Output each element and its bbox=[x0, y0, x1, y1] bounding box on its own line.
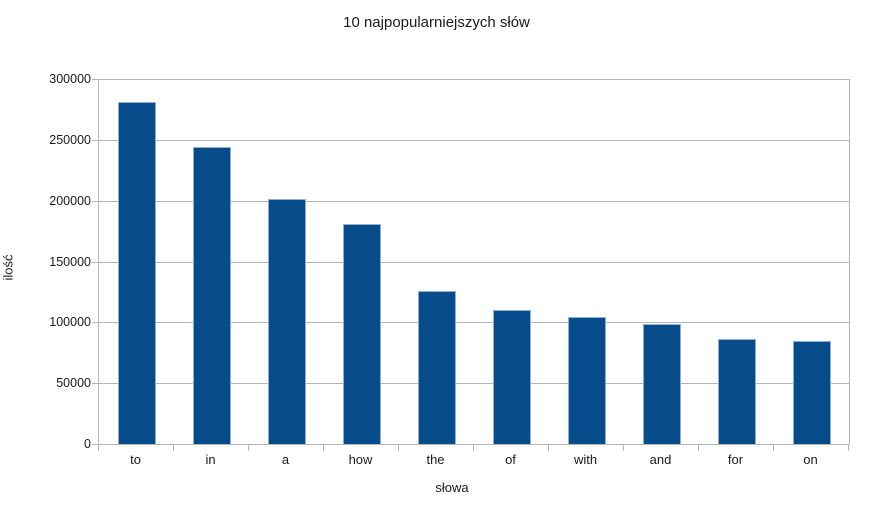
plot-area bbox=[98, 79, 850, 445]
bar-on bbox=[792, 341, 831, 444]
bar-the bbox=[417, 291, 456, 444]
gridline bbox=[99, 200, 849, 202]
bar-with bbox=[567, 316, 606, 444]
x-tick-label: of bbox=[505, 452, 516, 467]
bar-for bbox=[717, 339, 756, 444]
y-tick-mark bbox=[92, 383, 98, 385]
y-tick-label: 0 bbox=[84, 437, 91, 451]
bar-to bbox=[117, 102, 156, 444]
x-tick-mark bbox=[398, 445, 399, 451]
x-tick-label: in bbox=[205, 452, 216, 467]
gridline bbox=[99, 383, 849, 385]
y-tick-mark bbox=[92, 444, 98, 445]
y-tick-label: 300000 bbox=[49, 72, 91, 86]
y-tick-label: 150000 bbox=[49, 254, 91, 269]
bar-and bbox=[642, 323, 681, 444]
x-tick-mark bbox=[698, 445, 699, 451]
x-axis-title: słowa bbox=[435, 480, 469, 495]
gridline bbox=[99, 79, 849, 80]
y-tick-mark bbox=[92, 322, 98, 324]
x-tick-label: a bbox=[281, 452, 290, 467]
gridline bbox=[99, 261, 849, 263]
bar-a bbox=[267, 199, 306, 444]
bar-in bbox=[192, 147, 231, 444]
x-tick-mark bbox=[473, 445, 474, 451]
bar-of bbox=[492, 310, 531, 444]
x-tick-label: for bbox=[727, 452, 744, 467]
y-tick-label: 50000 bbox=[56, 376, 91, 391]
y-tick-mark bbox=[92, 139, 98, 141]
y-tick-mark bbox=[92, 200, 98, 202]
x-tick-mark bbox=[773, 445, 774, 451]
chart-title: 10 najpopularniejszych słów bbox=[343, 14, 530, 31]
x-tick-mark bbox=[623, 445, 624, 451]
x-tick-mark bbox=[548, 445, 549, 451]
x-tick-label: with bbox=[573, 452, 598, 467]
x-tick-mark bbox=[173, 445, 174, 451]
y-tick-mark bbox=[92, 261, 98, 263]
x-tick-mark bbox=[848, 445, 849, 451]
y-tick-label: 200000 bbox=[49, 193, 91, 208]
x-tick-label: to bbox=[130, 452, 141, 467]
y-tick-mark bbox=[92, 79, 98, 80]
x-tick-mark bbox=[248, 445, 249, 451]
y-axis-tick-labels: 300000 250000 200000 150000 100000 50000 0 bbox=[0, 72, 91, 451]
x-tick-label: on bbox=[803, 452, 818, 467]
gridline bbox=[99, 139, 849, 141]
x-tick-mark bbox=[98, 445, 99, 451]
gridline bbox=[99, 322, 849, 324]
y-tick-label: 100000 bbox=[49, 315, 91, 330]
x-tick-label: and bbox=[649, 452, 672, 467]
x-tick-mark bbox=[323, 445, 324, 451]
bar-how bbox=[342, 224, 381, 444]
x-tick-label: the bbox=[426, 452, 445, 467]
x-tick-label: how bbox=[348, 452, 373, 467]
y-tick-label: 250000 bbox=[49, 132, 91, 147]
